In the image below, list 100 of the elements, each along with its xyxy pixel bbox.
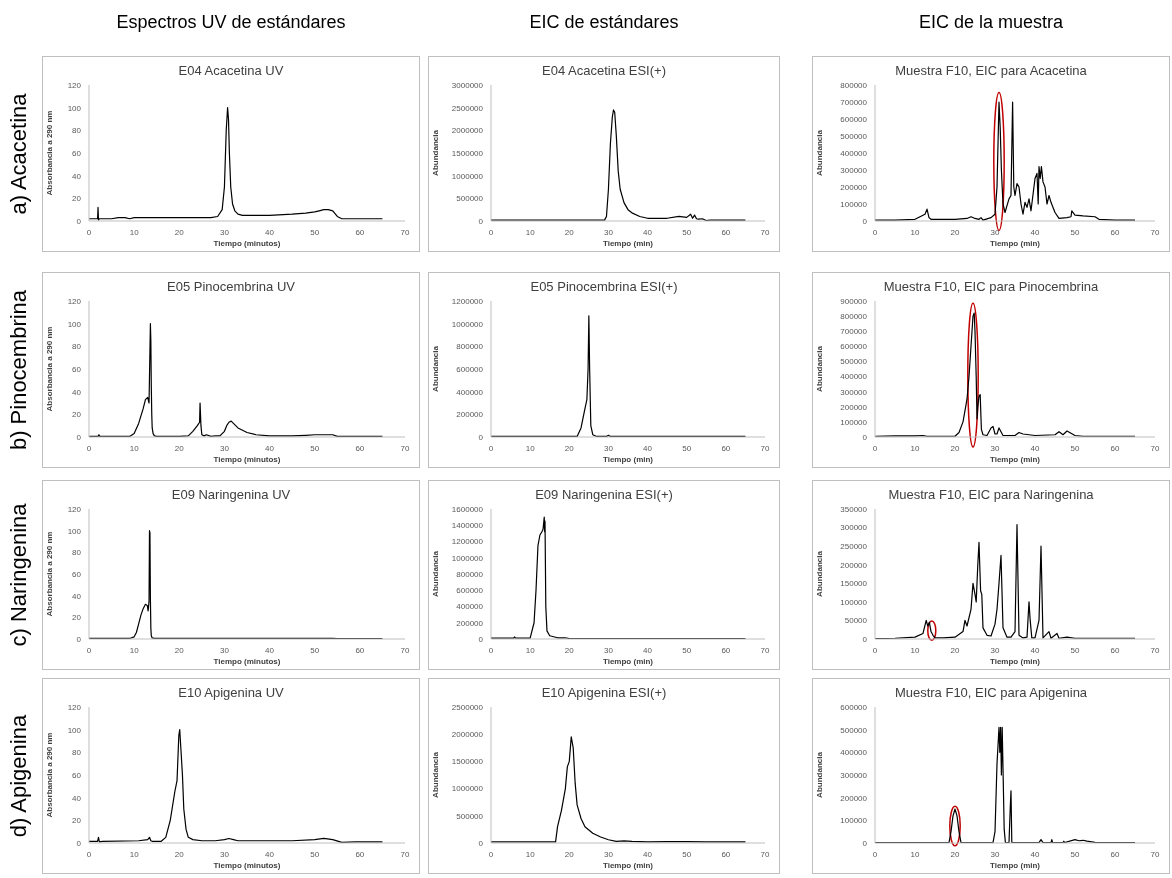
y-tick-label: 600000 bbox=[456, 364, 484, 374]
y-tick-label: 1500000 bbox=[451, 148, 484, 158]
y-tick-label: 900000 bbox=[840, 296, 868, 306]
y-tick-label: 80 bbox=[72, 748, 82, 758]
x-tick-label: 10 bbox=[129, 849, 140, 859]
x-tick-label: 70 bbox=[760, 227, 770, 237]
y-tick-label: 100 bbox=[67, 103, 82, 113]
y-tick-label: 120 bbox=[67, 80, 82, 90]
y-tick-label: 0 bbox=[76, 432, 82, 442]
x-tick-label: 50 bbox=[1070, 645, 1080, 655]
chart-title: E10 Apigenina UV bbox=[177, 685, 285, 702]
x-tick-label: 30 bbox=[603, 443, 614, 453]
x-tick-label: 50 bbox=[310, 849, 320, 859]
y-tick-label: 2000000 bbox=[451, 730, 484, 740]
y-tick-label: 0 bbox=[76, 216, 82, 226]
x-tick-label: 70 bbox=[400, 645, 410, 655]
y-tick-label: 700000 bbox=[840, 97, 868, 107]
x-tick-label: 60 bbox=[355, 227, 365, 237]
x-tick-label: 50 bbox=[1070, 849, 1080, 859]
x-tick-label: 60 bbox=[355, 849, 365, 859]
x-tick-label: 30 bbox=[219, 645, 230, 655]
x-tick-label: 50 bbox=[310, 443, 320, 453]
chart-title: Muestra F10, EIC para Acacetina bbox=[894, 63, 1088, 80]
y-tick-label: 500000 bbox=[456, 194, 484, 204]
x-axis-title: Tiempo (minutos) bbox=[213, 455, 281, 464]
x-tick-label: 20 bbox=[564, 227, 575, 237]
x-tick-label: 10 bbox=[910, 227, 920, 237]
y-tick-label: 1000000 bbox=[451, 171, 484, 181]
x-tick-label: 60 bbox=[355, 645, 365, 655]
y-tick-label: 3000000 bbox=[451, 80, 484, 90]
y-tick-label: 200000 bbox=[840, 793, 868, 803]
x-tick-label: 70 bbox=[400, 443, 410, 453]
x-tick-label: 10 bbox=[525, 227, 536, 237]
y-tick-label: 100000 bbox=[840, 816, 868, 826]
x-tick-label: 0 bbox=[872, 849, 878, 859]
x-tick-label: 50 bbox=[682, 227, 692, 237]
x-tick-label: 0 bbox=[488, 645, 494, 655]
x-tick-label: 40 bbox=[265, 227, 275, 237]
y-axis-title: Abundancia bbox=[815, 345, 824, 392]
x-tick-label: 60 bbox=[1110, 443, 1120, 453]
x-tick-label: 60 bbox=[721, 645, 731, 655]
x-tick-label: 60 bbox=[721, 849, 731, 859]
x-axis-title: Tiempo (min) bbox=[989, 657, 1041, 666]
x-axis-title: Tiempo (minutos) bbox=[213, 239, 281, 248]
y-tick-label: 350000 bbox=[840, 504, 868, 514]
y-tick-label: 40 bbox=[72, 387, 82, 397]
x-tick-label: 0 bbox=[86, 227, 92, 237]
y-tick-label: 100000 bbox=[840, 597, 868, 607]
y-tick-label: 800000 bbox=[456, 569, 484, 579]
y-tick-label: 20 bbox=[72, 816, 82, 826]
y-tick-label: 300000 bbox=[840, 770, 868, 780]
x-axis-title: Tiempo (min) bbox=[989, 239, 1041, 248]
x-tick-label: 30 bbox=[990, 227, 1000, 237]
y-tick-label: 800000 bbox=[456, 342, 484, 352]
y-tick-label: 600000 bbox=[840, 114, 868, 124]
x-tick-label: 10 bbox=[129, 443, 140, 453]
x-axis-title: Tiempo (min) bbox=[602, 239, 654, 248]
x-tick-label: 50 bbox=[682, 443, 692, 453]
y-tick-label: 100000 bbox=[840, 417, 868, 427]
text: c) Naringenina bbox=[6, 502, 32, 649]
x-tick-label: 40 bbox=[265, 443, 275, 453]
x-tick-label: 20 bbox=[950, 849, 960, 859]
x-tick-label: 30 bbox=[990, 645, 1000, 655]
x-tick-label: 0 bbox=[872, 227, 878, 237]
y-axis-title: Absorbancia a 290 nm bbox=[45, 326, 54, 412]
x-tick-label: 0 bbox=[86, 849, 92, 859]
y-tick-label: 2500000 bbox=[451, 702, 484, 712]
y-tick-label: 60 bbox=[72, 770, 82, 780]
y-axis-title: Abundancia bbox=[431, 550, 440, 597]
y-tick-label: 200000 bbox=[456, 618, 484, 628]
y-tick-label: 200000 bbox=[840, 182, 868, 192]
x-tick-label: 20 bbox=[174, 443, 185, 453]
y-tick-label: 0 bbox=[862, 216, 868, 226]
y-axis-title: Absorbancia a 290 nm bbox=[45, 110, 54, 196]
chart-title: Muestra F10, EIC para Naringenina bbox=[887, 487, 1095, 504]
y-tick-label: 200000 bbox=[456, 410, 484, 420]
y-tick-label: 2000000 bbox=[451, 126, 484, 136]
y-tick-label: 100 bbox=[67, 526, 82, 536]
y-tick-label: 1000000 bbox=[451, 319, 484, 329]
y-tick-label: 100 bbox=[67, 319, 82, 329]
y-tick-label: 400000 bbox=[840, 372, 868, 382]
text: b) Pinocembrina bbox=[6, 288, 32, 453]
x-tick-label: 60 bbox=[1110, 645, 1120, 655]
y-tick-label: 500000 bbox=[840, 725, 868, 735]
x-tick-label: 20 bbox=[950, 227, 960, 237]
y-axis-title: Abundancia bbox=[431, 751, 440, 798]
y-tick-label: 0 bbox=[862, 432, 868, 442]
x-axis-title: Tiempo (minutos) bbox=[213, 861, 281, 870]
x-tick-label: 20 bbox=[950, 443, 960, 453]
x-tick-label: 60 bbox=[1110, 849, 1120, 859]
x-tick-label: 50 bbox=[682, 849, 692, 859]
y-tick-label: 0 bbox=[478, 216, 484, 226]
chart-title: E05 Pinocembrina UV bbox=[166, 279, 296, 296]
y-tick-label: 1600000 bbox=[451, 504, 484, 514]
y-tick-label: 40 bbox=[72, 793, 82, 803]
y-tick-label: 500000 bbox=[840, 131, 868, 141]
x-tick-label: 10 bbox=[525, 645, 536, 655]
x-tick-label: 20 bbox=[564, 849, 575, 859]
chart-title: E09 Naringenina ESI(+) bbox=[534, 487, 674, 504]
x-tick-label: 40 bbox=[643, 443, 653, 453]
